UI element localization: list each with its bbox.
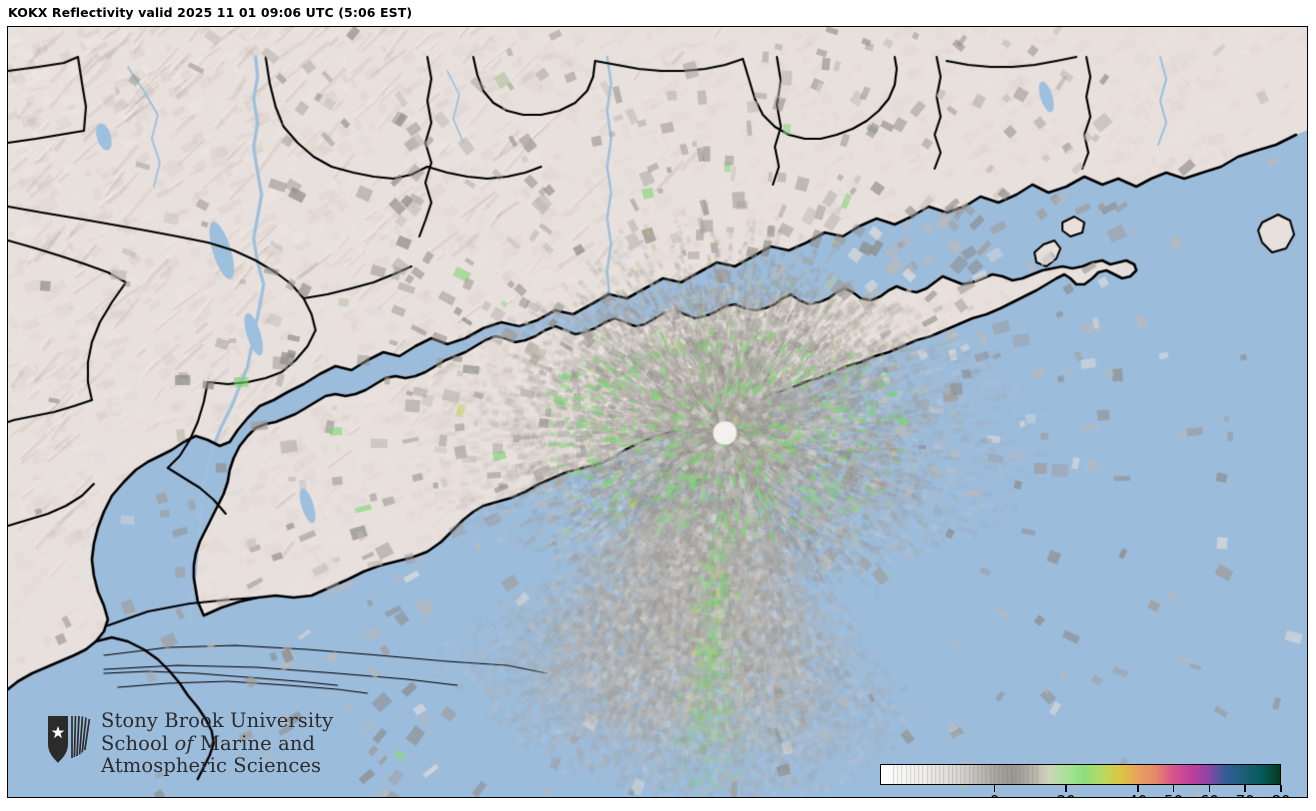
colorbar-tick [1172, 785, 1175, 792]
colorbar-tick [1280, 785, 1282, 792]
map-frame: Stony Brook University School of Marine … [7, 26, 1308, 798]
colorbar-tick [1136, 785, 1139, 792]
colorbar-gradient [880, 764, 1281, 785]
colorbar-tick-label: 60 [1200, 792, 1219, 797]
colorbar-tick [993, 785, 996, 792]
colorbar-tick-label: 80 [1271, 792, 1290, 797]
colorbar-tick [1244, 785, 1246, 792]
title-bar: KOKX Reflectivity valid 2025 11 01 09:06… [0, 0, 1316, 24]
colorbar-tick [1065, 785, 1067, 792]
radar-map-canvas [8, 27, 1307, 797]
colorbar-tick-label: 40 [1128, 792, 1147, 797]
colorbar: 0 20 40 50 60 70 80 [873, 757, 1293, 797]
colorbar-tick [1208, 785, 1211, 792]
colorbar-tick-label: 50 [1164, 792, 1183, 797]
colorbar-tick-label: 0 [990, 792, 1000, 797]
page-title: KOKX Reflectivity valid 2025 11 01 09:06… [8, 4, 413, 20]
colorbar-tick-label: 70 [1236, 792, 1255, 797]
colorbar-canvas [881, 765, 1280, 784]
colorbar-tick-label: 20 [1057, 792, 1076, 797]
